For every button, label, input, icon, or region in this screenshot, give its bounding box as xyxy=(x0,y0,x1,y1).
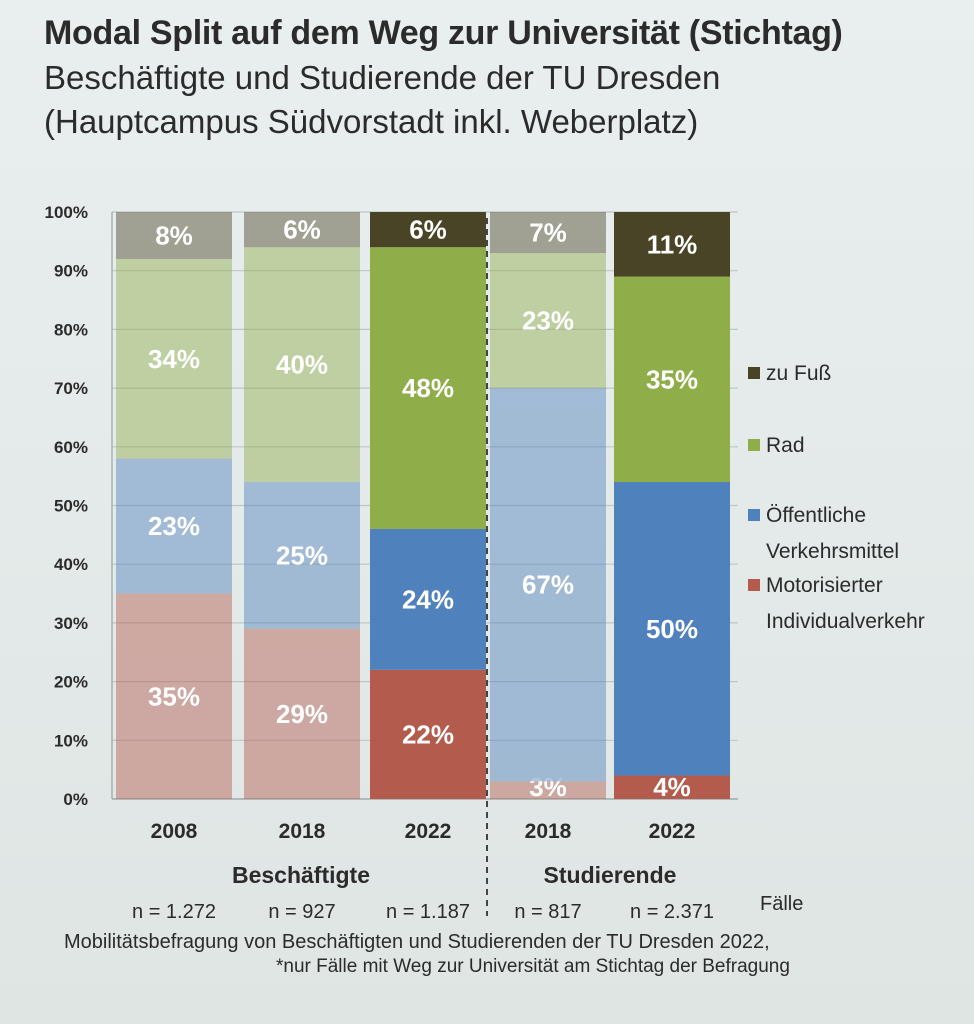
chart-subtitle-line2: (Hauptcampus Südvorstadt inkl. Weberplat… xyxy=(44,103,699,140)
footer-source-line1: Mobilitätsbefragung von Beschäftigten un… xyxy=(64,931,770,953)
y-tick-label: 0% xyxy=(63,790,88,809)
legend-item-rad: Rad xyxy=(748,434,805,458)
sample-size-label: n = 1.187 xyxy=(386,901,470,923)
data-label: 29% xyxy=(276,699,328,729)
chart-subtitle-line1: Beschäftigte und Studierende der TU Dres… xyxy=(44,59,721,96)
data-label: 3% xyxy=(529,772,567,802)
footer-source-line2: *nur Fälle mit Weg zur Universität am St… xyxy=(276,956,790,977)
bar-segment-oev xyxy=(244,482,360,629)
title-block: Modal Split auf dem Weg zur Universität … xyxy=(44,14,843,141)
chart-title: Modal Split auf dem Weg zur Universität … xyxy=(44,14,843,52)
y-tick-label: 30% xyxy=(54,614,88,633)
sample-size-label: n = 817 xyxy=(514,901,581,923)
legend-label: Motorisierter xyxy=(766,574,883,597)
y-tick-label: 100% xyxy=(45,203,88,222)
data-label: 24% xyxy=(402,584,454,614)
legend-label: Rad xyxy=(766,434,805,457)
sample-size-label: n = 1.272 xyxy=(132,901,216,923)
data-label: 50% xyxy=(646,614,698,644)
data-label: 6% xyxy=(409,215,447,245)
y-tick-label: 10% xyxy=(54,731,88,750)
bar-segment-zu-fuss xyxy=(370,212,486,248)
data-label: 35% xyxy=(646,364,698,394)
y-tick-label: 60% xyxy=(54,438,88,457)
data-label: 23% xyxy=(148,511,200,541)
data-label: 35% xyxy=(148,681,200,711)
data-label: 23% xyxy=(522,306,574,336)
bar-segment-oev xyxy=(116,458,232,594)
group-label: Studierende xyxy=(544,862,677,888)
data-label: 40% xyxy=(276,350,328,380)
data-label: 8% xyxy=(155,220,193,250)
y-tick-label: 70% xyxy=(54,379,88,398)
bar-segment-oev xyxy=(370,528,486,670)
bar-segment-rad xyxy=(116,258,232,459)
bar-segment-miv xyxy=(614,775,730,799)
bar-segment-miv xyxy=(244,628,360,799)
bar-segment-rad xyxy=(490,253,606,389)
data-label: 6% xyxy=(283,215,321,245)
x-tick-label: 2008 xyxy=(151,820,198,843)
y-tick-label: 80% xyxy=(54,320,88,339)
bar-segment-miv xyxy=(116,593,232,799)
y-tick-label: 90% xyxy=(54,262,88,281)
y-tick-label: 40% xyxy=(54,555,88,574)
x-tick-label: 2018 xyxy=(525,820,572,843)
legend-item-oev: Öffentliche Verkehrsmittel xyxy=(748,504,899,564)
legend-label: Verkehrsmittel xyxy=(766,540,900,563)
group-label: Beschäftigte xyxy=(232,862,370,888)
x-tick-label: 2022 xyxy=(405,820,452,843)
data-label: 25% xyxy=(276,540,328,570)
bar-segment-zu-fuss xyxy=(116,212,232,259)
sample-size-label: n = 2.371 xyxy=(630,901,714,923)
faelle-label: Fälle xyxy=(760,893,804,915)
data-label: 48% xyxy=(402,373,454,403)
legend-label: zu Fuß xyxy=(766,362,832,385)
legend-swatch xyxy=(748,439,760,451)
x-tick-label: 2018 xyxy=(279,820,326,843)
bar-segment-rad xyxy=(370,247,486,529)
legend-swatch xyxy=(748,367,760,379)
legend-swatch xyxy=(748,579,760,591)
bar-segment-oev xyxy=(490,388,606,782)
y-tick-label: 50% xyxy=(54,497,88,516)
y-tick-label: 20% xyxy=(54,673,88,692)
legend-swatch xyxy=(748,509,760,521)
bar-segment-rad xyxy=(614,276,730,483)
bar-segment-zu-fuss xyxy=(244,212,360,248)
data-label: 4% xyxy=(653,772,691,802)
legend-item-miv: Motorisierter Individualverkehr xyxy=(748,574,925,634)
data-label: 7% xyxy=(529,218,567,248)
data-label: 67% xyxy=(522,570,574,600)
x-tick-label: 2022 xyxy=(649,820,696,843)
bar-segment-rad xyxy=(244,247,360,483)
legend-label: Individualverkehr xyxy=(766,610,925,633)
bar-segment-zu-fuss xyxy=(614,212,730,277)
legend-item-zu-fuss: zu Fuß xyxy=(748,362,831,386)
legend-label: Öffentliche xyxy=(766,504,867,527)
data-label: 34% xyxy=(148,344,200,374)
data-label: 11% xyxy=(647,229,698,259)
data-label: 22% xyxy=(402,719,454,749)
bar-segment-miv xyxy=(490,781,606,799)
bar-segment-miv xyxy=(370,669,486,799)
bar-segment-oev xyxy=(614,482,730,776)
bar-segment-zu-fuss xyxy=(490,212,606,254)
sample-size-label: n = 927 xyxy=(268,901,335,923)
